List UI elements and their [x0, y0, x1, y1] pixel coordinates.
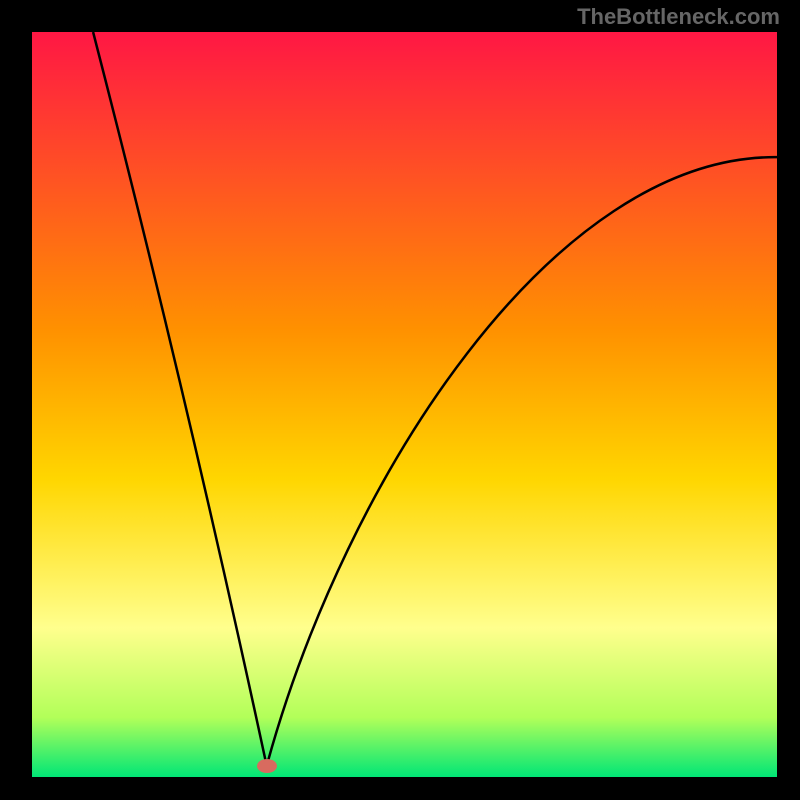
chart-container: TheBottleneck.com	[0, 0, 800, 800]
curve-path	[93, 32, 777, 766]
plot-area	[32, 32, 777, 777]
curve-svg	[32, 32, 777, 777]
valley-marker	[257, 759, 277, 773]
watermark-text: TheBottleneck.com	[577, 4, 780, 30]
